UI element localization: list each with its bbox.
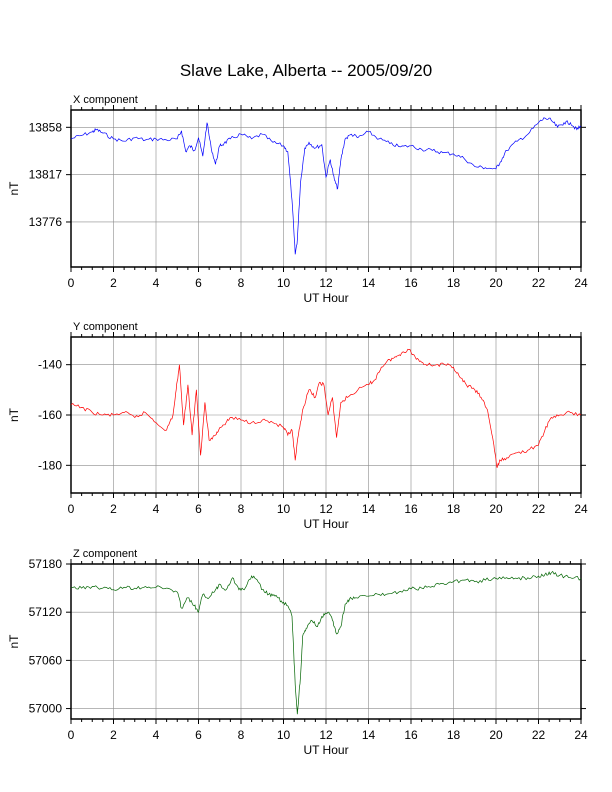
panel1-ytick-label: 13817	[29, 168, 63, 182]
panel3-xtick-label: 24	[574, 728, 588, 742]
panel1-xtick-label: 24	[574, 276, 588, 290]
panel1-xtick-label: 12	[319, 276, 333, 290]
panel3-xtick-label: 0	[68, 728, 75, 742]
panel2-xtick-label: 16	[404, 502, 418, 516]
panel2-xtick-label: 24	[574, 502, 588, 516]
panel1-ytick-label: 13858	[29, 120, 63, 134]
panel1-xtick-label: 16	[404, 276, 418, 290]
panel3-xtick-label: 16	[404, 728, 418, 742]
panel1-xaxis-label: UT Hour	[303, 291, 348, 305]
panel3-series-line	[70, 570, 582, 715]
panel1-series-line	[70, 117, 582, 255]
panel2-ytick-label: -180	[38, 458, 62, 472]
panel1-xtick-label: 8	[238, 276, 245, 290]
panel1-xtick-label: 14	[362, 276, 376, 290]
panel2-ytick-label: -140	[38, 358, 62, 372]
panel2-ytick-label: -160	[38, 408, 62, 422]
panel3-xtick-label: 20	[489, 728, 503, 742]
panel3-ytick-label: 57060	[29, 653, 63, 667]
panel3-label: Z component	[73, 548, 137, 560]
panel2-label: Y component	[73, 321, 138, 333]
panel1-yaxis-label: nT	[7, 181, 21, 196]
panel2-xtick-label: 6	[195, 502, 202, 516]
panel2-xtick-label: 14	[362, 502, 376, 516]
panel2-series-line	[70, 348, 582, 468]
panel3-xtick-label: 8	[238, 728, 245, 742]
chart-title: Slave Lake, Alberta -- 2005/09/20	[180, 61, 432, 80]
panel3-xtick-label: 6	[195, 728, 202, 742]
panel2-xtick-label: 22	[532, 502, 546, 516]
panel2-yaxis-label: nT	[7, 407, 21, 422]
panel2-xtick-label: 8	[238, 502, 245, 516]
panel3-xtick-label: 18	[447, 728, 461, 742]
panel1-xtick-label: 6	[195, 276, 202, 290]
panel1-xtick-label: 0	[68, 276, 75, 290]
panel2-xtick-label: 4	[153, 502, 160, 516]
panel3-xaxis-label: UT Hour	[303, 743, 348, 757]
panel3-xtick-label: 14	[362, 728, 376, 742]
panel1-xtick-label: 10	[277, 276, 291, 290]
panel1-label: X component	[73, 94, 138, 106]
panel2-xtick-label: 10	[277, 502, 291, 516]
panel3-xtick-label: 4	[153, 728, 160, 742]
panel3-ytick-label: 57120	[29, 605, 63, 619]
panel2-xtick-label: 20	[489, 502, 503, 516]
panel2-xtick-label: 2	[110, 502, 117, 516]
panel3-xtick-label: 22	[532, 728, 546, 742]
panel3-xtick-label: 12	[319, 728, 333, 742]
panel2-xaxis-label: UT Hour	[303, 517, 348, 531]
panel3-ytick-label: 57000	[29, 702, 63, 716]
panel1-xtick-label: 22	[532, 276, 546, 290]
panel1-xtick-label: 18	[447, 276, 461, 290]
panel1-xtick-label: 2	[110, 276, 117, 290]
panel1-xtick-label: 20	[489, 276, 503, 290]
panel1-ytick-label: 13776	[29, 215, 63, 229]
panel3-xtick-label: 10	[277, 728, 291, 742]
panel1-xtick-label: 4	[153, 276, 160, 290]
panel2-xtick-label: 0	[68, 502, 75, 516]
panel2-xtick-label: 12	[319, 502, 333, 516]
panel3-yaxis-label: nT	[7, 634, 21, 649]
panel3-xtick-label: 2	[110, 728, 117, 742]
panel3-ytick-label: 57180	[29, 557, 63, 571]
panel2-xtick-label: 18	[447, 502, 461, 516]
